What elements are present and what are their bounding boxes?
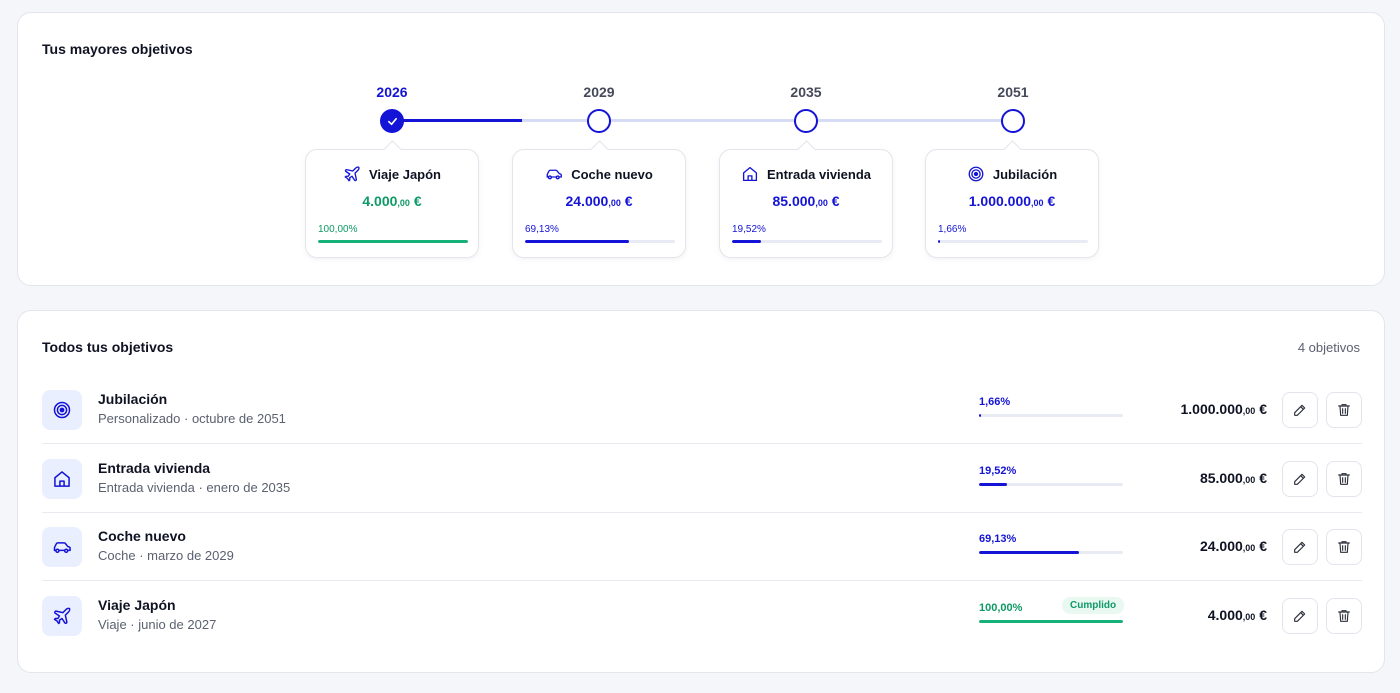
check-icon	[387, 117, 397, 125]
goal-progress-bar	[979, 414, 1123, 417]
goal-progress-bar	[979, 620, 1123, 623]
timeline-node-done	[380, 109, 404, 133]
goal-card-progress-bar	[318, 240, 468, 243]
goal-name: Entrada vivienda	[98, 460, 211, 476]
goal-percent: 100,00%	[979, 602, 1023, 614]
delete-button[interactable]	[1326, 529, 1362, 565]
status-badge: Cumplido	[1062, 597, 1125, 614]
goal-card-name: Viaje Japón	[368, 166, 441, 182]
timeline-progress	[392, 119, 522, 122]
timeline-year: 2051	[997, 84, 1029, 100]
goal-progress-bar	[979, 551, 1123, 554]
timeline-year: 2026	[376, 84, 408, 100]
delete-button[interactable]	[1326, 392, 1362, 428]
edit-button[interactable]	[1282, 529, 1318, 565]
goal-percent: 19,52%	[979, 465, 1017, 477]
target-icon	[968, 166, 984, 182]
delete-button[interactable]	[1326, 598, 1362, 634]
goal-card-amount: 1.000.000,00 €	[968, 193, 1056, 209]
top-goals-card: Tus mayores objetivos 2026 2029 2035 205…	[17, 12, 1385, 286]
goal-card-percent: 100,00%	[318, 224, 358, 235]
plane-icon	[344, 166, 360, 182]
goal-amount: 1.000.000,00 €	[1180, 401, 1268, 417]
list-item[interactable]: Viaje Japón Viaje · junio de 2027 100,00…	[42, 582, 1362, 650]
goal-icon-box	[42, 459, 82, 499]
plane-icon	[53, 607, 71, 625]
goal-card-amount: 85.000,00 €	[772, 193, 840, 209]
goal-subtitle: Viaje · junio de 2027	[98, 617, 217, 632]
pencil-icon	[1294, 473, 1306, 485]
goal-amount: 4.000,00 €	[1207, 607, 1267, 623]
goal-card-percent: 69,13%	[525, 224, 559, 235]
list-item[interactable]: Entrada vivienda Entrada vivienda · ener…	[42, 445, 1362, 513]
timeline-node	[1001, 109, 1025, 133]
goal-card-name: Entrada vivienda	[766, 166, 872, 182]
edit-button[interactable]	[1282, 461, 1318, 497]
pencil-icon	[1294, 541, 1306, 553]
edit-button[interactable]	[1282, 598, 1318, 634]
goal-card-progress-bar	[938, 240, 1088, 243]
goal-card-amount: 4.000,00 €	[362, 193, 422, 209]
goal-name: Coche nuevo	[98, 528, 186, 544]
timeline-node	[587, 109, 611, 133]
goal-card-progress-bar	[732, 240, 882, 243]
goal-amount: 24.000,00 €	[1199, 538, 1267, 554]
goal-subtitle: Entrada vivienda · enero de 2035	[98, 480, 291, 495]
all-goals-title: Todos tus objetivos	[42, 339, 174, 355]
home-icon	[54, 471, 70, 487]
trash-icon	[1338, 610, 1350, 622]
goal-percent: 1,66%	[979, 396, 1011, 408]
goal-card-name: Coche nuevo	[571, 166, 653, 182]
trash-icon	[1338, 541, 1350, 553]
home-icon	[742, 166, 758, 182]
list-item[interactable]: Jubilación Personalizado · octubre de 20…	[42, 376, 1362, 444]
goal-percent: 69,13%	[979, 533, 1017, 545]
all-goals-card: Todos tus objetivos 4 objetivos Jubilaci…	[17, 310, 1385, 673]
pencil-icon	[1294, 404, 1306, 416]
timeline-year: 2035	[790, 84, 822, 100]
timeline-year: 2029	[583, 84, 615, 100]
goal-card-viaje-japon[interactable]: Viaje Japón 4.000,00 € 100,00%	[305, 149, 479, 258]
car-icon	[546, 169, 563, 180]
target-icon	[53, 401, 71, 419]
goal-icon-box	[42, 390, 82, 430]
goal-progress-bar	[979, 483, 1123, 486]
goal-card-coche-nuevo[interactable]: Coche nuevo 24.000,00 € 69,13%	[512, 149, 686, 258]
goal-card-entrada-vivienda[interactable]: Entrada vivienda 85.000,00 € 19,52%	[719, 149, 893, 258]
goal-name: Viaje Japón	[98, 597, 176, 613]
delete-button[interactable]	[1326, 461, 1362, 497]
goal-icon-box	[42, 527, 82, 567]
goal-card-name: Jubilación	[992, 166, 1058, 182]
goal-card-amount: 24.000,00 €	[565, 193, 633, 209]
goal-card-jubilacion[interactable]: Jubilación 1.000.000,00 € 1,66%	[925, 149, 1099, 258]
goal-card-percent: 19,52%	[732, 224, 766, 235]
goal-subtitle: Coche · marzo de 2029	[98, 548, 234, 563]
goal-card-percent: 1,66%	[938, 224, 967, 235]
goals-count: 4 objetivos	[1297, 340, 1360, 355]
goal-name: Jubilación	[98, 391, 168, 407]
trash-icon	[1338, 404, 1350, 416]
goal-amount: 85.000,00 €	[1199, 470, 1267, 486]
pencil-icon	[1294, 610, 1306, 622]
car-icon	[53, 542, 71, 553]
timeline-node	[794, 109, 818, 133]
goal-icon-box	[42, 596, 82, 636]
goal-subtitle: Personalizado · octubre de 2051	[98, 411, 286, 426]
trash-icon	[1338, 473, 1350, 485]
list-item[interactable]: Coche nuevo Coche · marzo de 2029 69,13%…	[42, 513, 1362, 581]
edit-button[interactable]	[1282, 392, 1318, 428]
goal-card-progress-bar	[525, 240, 675, 243]
timeline-track	[392, 119, 1012, 122]
top-goals-title: Tus mayores objetivos	[42, 41, 193, 57]
